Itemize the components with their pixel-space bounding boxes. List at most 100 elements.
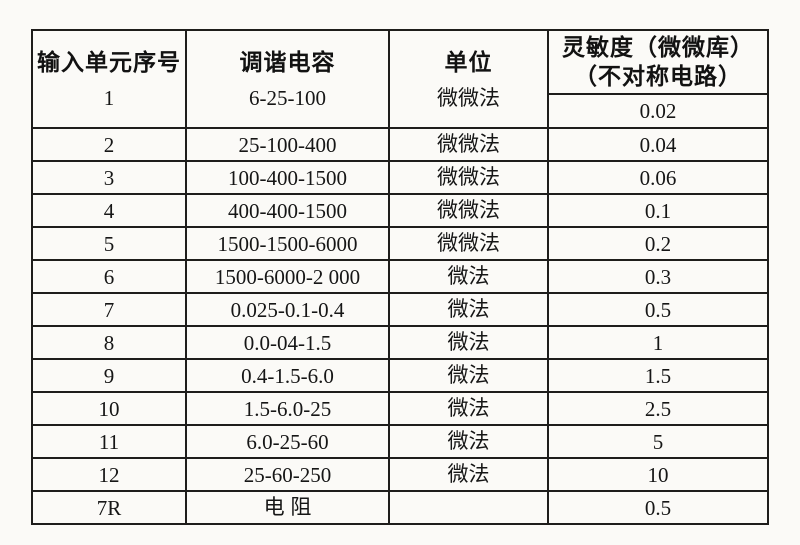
serial-cell: 7: [31, 292, 187, 327]
unit-value: 微法: [447, 331, 490, 354]
sensitivity-cell: 0.1: [547, 193, 769, 228]
sensitivity-value: 0.3: [644, 264, 672, 289]
capacitance-cell: 0.0-04-1.5: [185, 325, 390, 360]
unit-cell: 微法: [388, 391, 549, 426]
unit-cell: 微法: [388, 259, 549, 294]
serial-column-label: 输入单元序号: [37, 49, 181, 75]
unit-column-label: 单位: [444, 48, 493, 75]
serial-value: 4: [103, 198, 115, 223]
unit-value: 微法: [447, 364, 490, 387]
row1-capacitance-value: 6-25-100: [249, 86, 326, 110]
capacitance-cell: 1500-6000-2 000: [185, 259, 390, 294]
capacitance-value: 100-400-1500: [228, 165, 347, 190]
sensitivity-cell: 0.04: [547, 127, 769, 162]
unit-value: 微微法: [437, 133, 500, 156]
serial-value: 12: [98, 462, 120, 487]
header-cell-capacitance: 调谐电容 6-25-100: [185, 29, 390, 129]
unit-cell: 微微法: [388, 193, 549, 228]
table-row: 11 6.0-25-60 微法 5: [31, 424, 769, 459]
serial-value: 7R: [96, 495, 122, 520]
capacitance-value: 电 阻: [263, 496, 312, 519]
sensitivity-cell: 0.06: [547, 160, 769, 195]
table-row: 8 0.0-04-1.5 微法 1: [31, 325, 769, 360]
capacitance-value: 1500-1500-6000: [217, 231, 358, 256]
table-row: 7R 电 阻 0.5: [31, 490, 769, 525]
capacitance-value: 1.5-6.0-25: [243, 396, 332, 421]
table-row: 2 25-100-400 微微法 0.04: [31, 127, 769, 162]
capacitance-value: 6.0-25-60: [246, 429, 329, 454]
serial-cell: 10: [31, 391, 187, 426]
serial-cell: 11: [31, 424, 187, 459]
sensitivity-column-label-line2: （不对称电路）: [574, 63, 742, 89]
header-sensitivity-value-row: 0.02: [32, 93, 769, 129]
capacitance-value: 0.4-1.5-6.0: [241, 363, 334, 388]
unit-cell: 微法: [388, 292, 549, 327]
capacitance-value: 1500-6000-2 000: [214, 264, 361, 289]
capacitance-column-label: 调谐电容: [239, 49, 336, 75]
sensitivity-cell: 1.5: [547, 358, 769, 393]
row1-sensitivity-cell: 0.02: [547, 93, 769, 129]
serial-cell: 12: [31, 457, 187, 492]
sensitivity-cell: 2.5: [547, 391, 769, 426]
unit-value: 微法: [447, 463, 490, 486]
sensitivity-value: 0.2: [644, 231, 672, 256]
sensitivity-value: 1: [652, 330, 664, 355]
capacitance-cell: 电 阻: [185, 490, 390, 525]
sensitivity-value: 1.5: [644, 363, 672, 388]
serial-value: 5: [103, 231, 115, 256]
table-row: 10 1.5-6.0-25 微法 2.5: [31, 391, 769, 426]
sensitivity-value: 5: [652, 429, 664, 454]
capacitance-value: 400-400-1500: [228, 198, 347, 223]
unit-cell: 微微法: [388, 127, 549, 162]
serial-cell: 6: [31, 259, 187, 294]
sensitivity-value: 0.1: [644, 198, 672, 223]
table-row: 3 100-400-1500 微微法 0.06: [31, 160, 769, 195]
capacitance-cell: 0.4-1.5-6.0: [185, 358, 390, 393]
capacitance-cell: 6.0-25-60: [185, 424, 390, 459]
sensitivity-cell: 0.2: [547, 226, 769, 261]
unit-value: 微法: [447, 430, 490, 453]
table-row: 12 25-60-250 微法 10: [31, 457, 769, 492]
sensitivity-cell: 1: [547, 325, 769, 360]
serial-cell: 8: [31, 325, 187, 360]
sensitivity-cell: 0.5: [547, 490, 769, 525]
capacitance-cell: 0.025-0.1-0.4: [185, 292, 390, 327]
header-row: 输入单元序号 1 调谐电容 6-25-100 单位 微微法 灵敏度（微微库） （…: [31, 29, 769, 129]
serial-value: 7: [103, 297, 115, 322]
table-row: 7 0.025-0.1-0.4 微法 0.5: [31, 292, 769, 327]
sensitivity-cell: 10: [547, 457, 769, 492]
table-row: 5 1500-1500-6000 微微法 0.2: [31, 226, 769, 261]
serial-cell: 4: [31, 193, 187, 228]
unit-cell: 微法: [388, 424, 549, 459]
unit-cell: 微法: [388, 457, 549, 492]
sensitivity-cell: 0.3: [547, 259, 769, 294]
serial-cell: 3: [31, 160, 187, 195]
spec-table: 输入单元序号 1 调谐电容 6-25-100 单位 微微法 灵敏度（微微库） （…: [31, 29, 769, 525]
serial-value: 6: [103, 264, 115, 289]
unit-value: 微法: [447, 298, 490, 321]
unit-value: 微微法: [437, 166, 500, 189]
serial-cell: 9: [31, 358, 187, 393]
sensitivity-value: 0.5: [644, 495, 672, 520]
capacitance-value: 25-100-400: [238, 132, 337, 157]
serial-cell: 2: [31, 127, 187, 162]
row1-serial-value: 1: [103, 86, 115, 110]
sensitivity-cell: 5: [547, 424, 769, 459]
unit-value: 微微法: [437, 232, 500, 255]
sensitivity-value: 2.5: [644, 396, 672, 421]
row1-unit-value: 微微法: [437, 86, 500, 110]
unit-value: 微微法: [437, 199, 500, 222]
header-cell-sensitivity: 灵敏度（微微库） （不对称电路）: [547, 29, 769, 95]
capacitance-cell: 1.5-6.0-25: [185, 391, 390, 426]
serial-value: 3: [103, 165, 115, 190]
capacitance-cell: 25-60-250: [185, 457, 390, 492]
capacitance-cell: 1500-1500-6000: [185, 226, 390, 261]
capacitance-cell: 400-400-1500: [185, 193, 390, 228]
capacitance-value: 0.025-0.1-0.4: [230, 297, 345, 322]
capacitance-value: 0.0-04-1.5: [243, 330, 332, 355]
unit-cell: 微微法: [388, 160, 549, 195]
serial-cell: 7R: [31, 490, 187, 525]
header-cell-serial: 输入单元序号 1: [31, 29, 187, 129]
sensitivity-value: 0.5: [644, 297, 672, 322]
